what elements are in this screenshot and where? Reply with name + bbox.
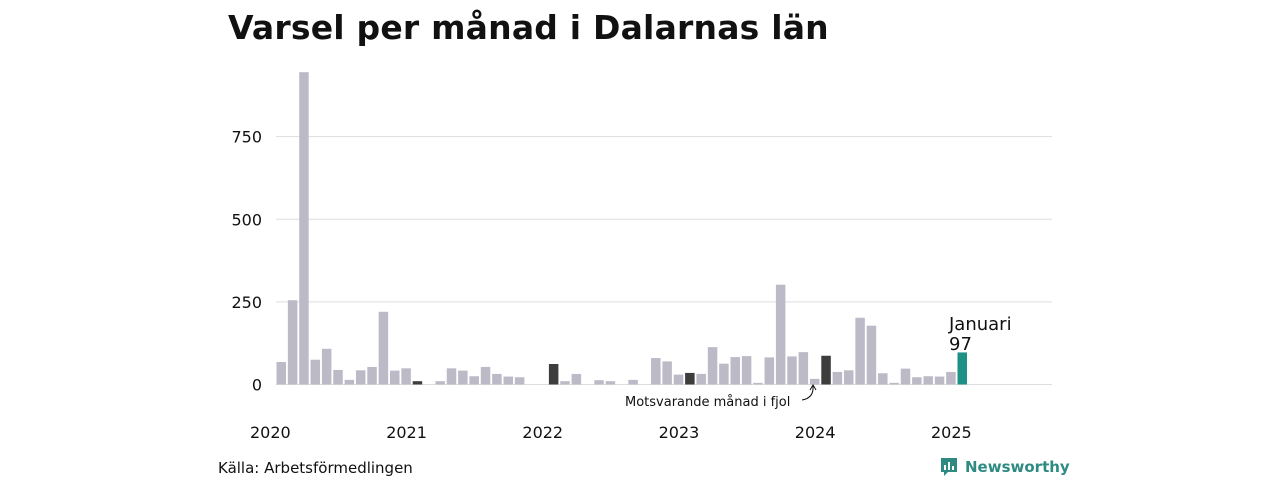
bar-2020-12 (401, 368, 411, 385)
x-tick-label: 2020 (250, 423, 291, 442)
bar-2023-04 (719, 363, 729, 385)
annotation: Motsvarande månad i fjol (625, 384, 817, 410)
bar-2023-03 (707, 347, 718, 385)
x-tick-label: 2025 (931, 423, 972, 442)
bar-2020-06 (333, 369, 343, 385)
bar-2024-08 (900, 368, 911, 385)
bar-2024-01 (821, 355, 831, 385)
bar-2021-06 (469, 376, 479, 385)
bar-2020-03 (299, 72, 309, 385)
brand-logo[interactable]: Newsworthy (939, 456, 1070, 478)
bar-2021-04 (446, 368, 457, 385)
bar-2021-10 (514, 377, 525, 385)
bar-2022-11 (662, 361, 672, 385)
bar-2020-09 (367, 366, 377, 385)
bar-2020-08 (355, 370, 366, 385)
highlight-label: Januari 97 (948, 314, 1012, 355)
bar-2024-07 (889, 382, 899, 385)
bar-2024-02 (832, 371, 843, 385)
y-tick-label: 500 (231, 210, 262, 229)
y-tick-label: 750 (231, 128, 262, 147)
bar-2020-02 (287, 300, 298, 385)
bar-2021-01 (412, 381, 423, 385)
bar-2023-10 (787, 356, 797, 385)
bar-2024-06 (878, 373, 888, 385)
bar-2023-01 (685, 372, 695, 385)
bar-2022-02 (560, 381, 570, 385)
y-tick-label: 0 (252, 376, 262, 395)
bar-2020-11 (390, 370, 400, 385)
bar-2021-03 (435, 381, 445, 385)
bar-2021-08 (492, 373, 502, 385)
bar-2022-06 (605, 381, 616, 385)
bar-2024-10 (923, 376, 933, 385)
x-tick-label: 2021 (386, 423, 427, 442)
newsworthy-logo-icon (941, 458, 957, 476)
bar-2022-08 (628, 379, 638, 385)
chart-title: Varsel per månad i Dalarnas län (228, 8, 829, 47)
bar-2022-01 (548, 364, 559, 385)
bar-2024-03 (844, 370, 854, 385)
bar-2022-05 (594, 380, 604, 385)
bar-2023-09 (775, 284, 786, 385)
bar-2023-06 (741, 356, 752, 385)
bar-2021-07 (480, 366, 491, 385)
x-tick-label: 2024 (795, 423, 836, 442)
highlight-month-label: Januari (948, 314, 1012, 335)
bar-2024-12 (946, 371, 956, 385)
bar-2021-09 (503, 376, 513, 385)
bar-2020-10 (378, 311, 389, 385)
bar-2020-01 (276, 362, 286, 385)
bar-2023-08 (764, 357, 775, 385)
bar-2022-10 (651, 358, 661, 385)
bar-2023-11 (798, 352, 809, 385)
source-note: Källa: Arbetsförmedlingen (218, 459, 413, 477)
bar-2022-03 (571, 373, 582, 385)
annotation-arrowhead (809, 384, 817, 391)
bar-2023-02 (696, 373, 706, 385)
bar-2025-01 (957, 352, 967, 385)
bar-2023-12 (809, 378, 820, 385)
bar-2023-05 (730, 357, 740, 385)
annotation-text: Motsvarande månad i fjol (625, 395, 790, 410)
bar-2024-05 (866, 325, 877, 385)
bar-2024-11 (934, 376, 945, 385)
bar-2020-07 (344, 379, 355, 385)
bar-2022-12 (673, 374, 684, 385)
bar-2020-05 (321, 348, 332, 385)
bar-2024-04 (855, 317, 865, 385)
bar-2020-04 (310, 359, 321, 385)
brand-name: Newsworthy (965, 458, 1070, 476)
y-tick-label: 250 (231, 293, 262, 312)
bar-2024-09 (912, 377, 922, 385)
x-tick-label: 2022 (522, 423, 563, 442)
highlight-value-label: 97 (949, 334, 972, 355)
annotation-arrow (801, 385, 814, 401)
bar-2021-05 (458, 370, 468, 385)
bar-2023-07 (753, 382, 763, 385)
x-tick-label: 2023 (659, 423, 700, 442)
